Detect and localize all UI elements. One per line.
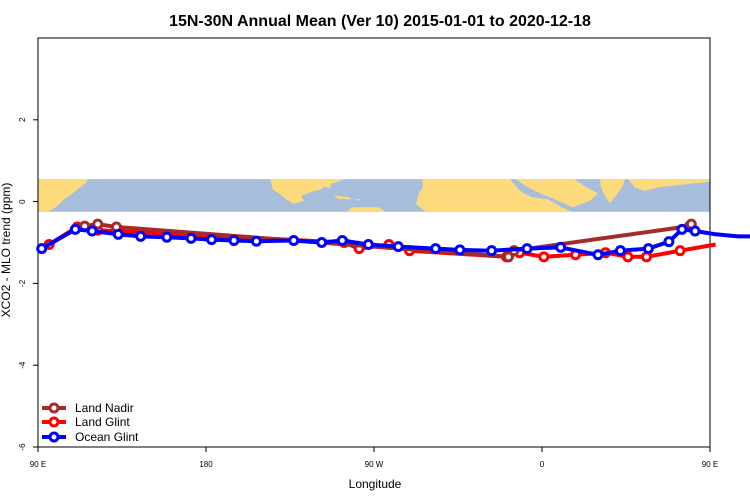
x-tick-label: 90 E: [30, 460, 46, 469]
data-point: [622, 251, 634, 263]
data-point: [92, 218, 104, 230]
data-point: [336, 234, 348, 246]
data-point: [228, 234, 240, 246]
y-tick-label: 0: [18, 199, 27, 204]
x-tick-label: 90 W: [365, 460, 384, 469]
land-shape: [334, 195, 352, 200]
x-axis-label: Longitude: [349, 477, 402, 491]
x-axis: 90 E 180 90 W 0 90 E: [30, 447, 718, 469]
data-point: [674, 245, 686, 257]
world-map-strip: [38, 179, 710, 212]
land-shape: [347, 207, 386, 212]
land-shape: [38, 179, 88, 212]
data-point: [555, 241, 567, 253]
legend-label: Land Nadir: [75, 401, 134, 415]
y-tick-label: -6: [18, 443, 27, 451]
y-tick-label: -4: [18, 361, 27, 369]
data-point: [161, 231, 173, 243]
x-tick-label: 0: [540, 460, 545, 469]
data-point: [521, 243, 533, 255]
legend-swatch-marker: [48, 431, 60, 443]
data-point: [486, 245, 498, 257]
data-point: [288, 234, 300, 246]
data-point: [86, 225, 98, 237]
data-point: [392, 241, 404, 253]
land-shape: [628, 179, 710, 191]
data-point: [316, 237, 328, 248]
legend-label: Land Glint: [75, 415, 130, 429]
data-point: [36, 243, 48, 255]
y-axis-label: XCO2 - MLO trend (ppm): [0, 183, 13, 318]
y-axis: 2 0 -2 -4 -6: [18, 117, 38, 451]
data-point: [642, 243, 654, 255]
land-shape: [416, 179, 572, 212]
plot-frame: [37, 37, 711, 448]
land-shape: [322, 179, 332, 189]
land-shape: [600, 179, 625, 204]
data-point: [112, 228, 124, 240]
data-point: [454, 244, 466, 256]
land-shape: [355, 198, 362, 201]
legend-swatch-marker: [48, 402, 60, 414]
data-point: [614, 245, 626, 257]
x-tick-label: 180: [199, 460, 213, 469]
data-point: [69, 223, 81, 235]
land-shape: [516, 179, 598, 208]
map-ocean: [38, 179, 710, 212]
x-tick-label: 90 E: [702, 460, 718, 469]
legend-label: Ocean Glint: [75, 430, 139, 444]
data-point: [689, 225, 701, 237]
data-point: [592, 249, 604, 261]
legend-swatch-marker: [48, 416, 60, 428]
data-point: [135, 230, 147, 242]
data-point: [538, 251, 550, 263]
map-land: [38, 179, 710, 212]
chart-title: 15N-30N Annual Mean (Ver 10) 2015-01-01 …: [169, 13, 591, 30]
series-ocean-glint: [36, 223, 750, 261]
y-tick-label: -2: [18, 279, 27, 287]
data-point: [676, 223, 688, 235]
data-point: [663, 236, 675, 248]
data-point: [185, 232, 197, 244]
data-point: [206, 234, 218, 246]
data-point: [250, 235, 262, 247]
data-point: [362, 239, 374, 251]
y-tick-label: 2: [18, 117, 27, 122]
series-layer: [36, 218, 750, 263]
data-point: [430, 243, 442, 255]
